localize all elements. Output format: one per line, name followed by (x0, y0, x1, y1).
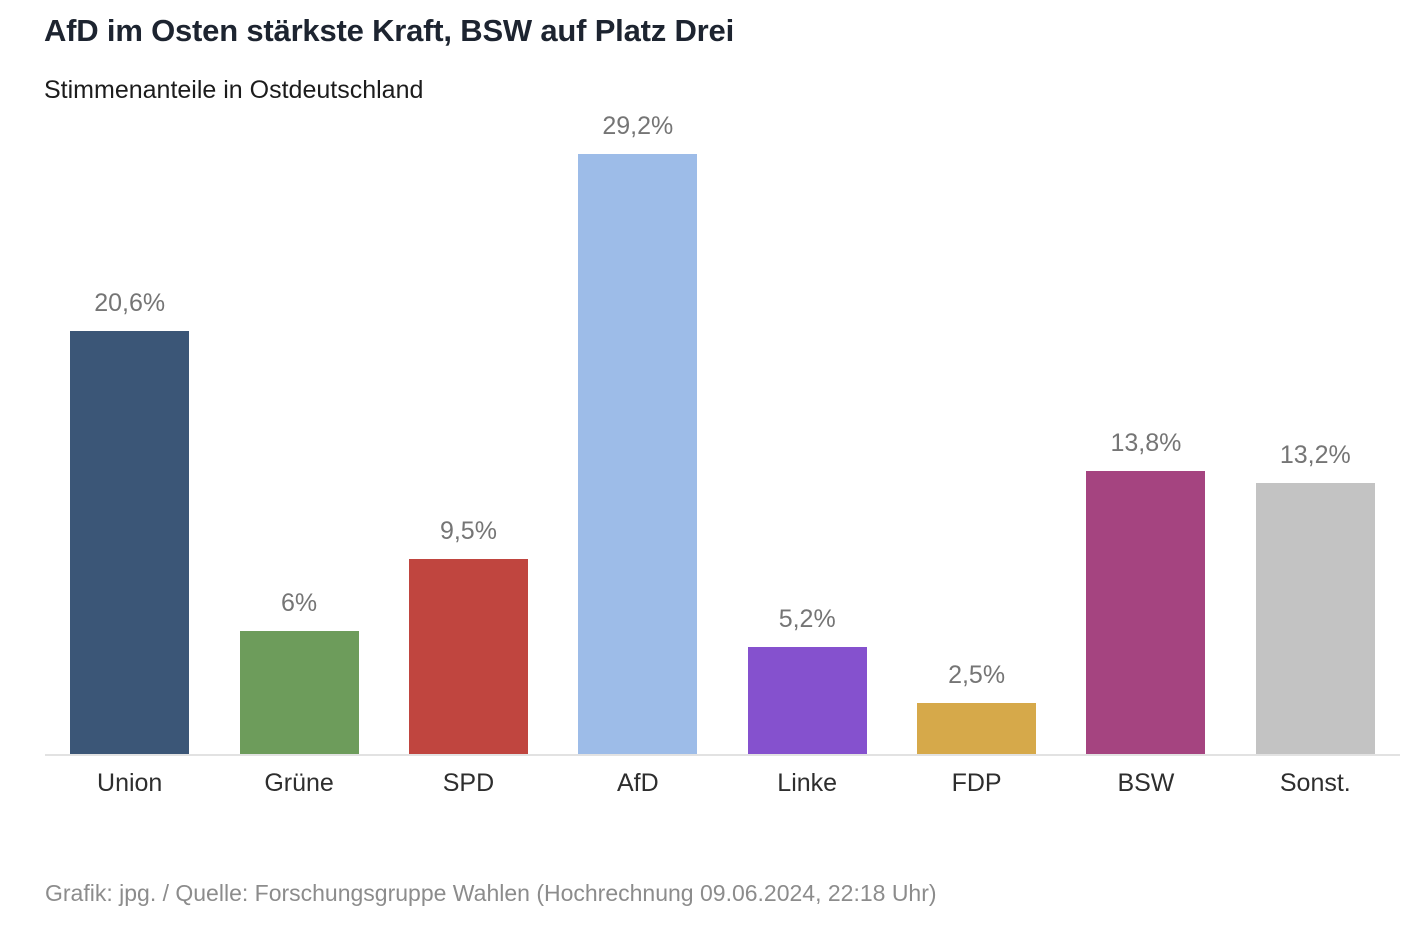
bar-bsw (1086, 471, 1206, 755)
bar-value-label-afd: 29,2% (602, 112, 674, 141)
category-label-grne: Grüne (264, 769, 334, 798)
bar-value-label-fdp: 2,5% (948, 661, 1006, 690)
bar-fdp (917, 703, 1037, 755)
bar-column-union: 20,6% (45, 105, 214, 755)
bar-column-fdp: 2,5% (892, 105, 1061, 755)
bar-column-sonst: 13,2% (1231, 105, 1400, 755)
bar-sonst (1255, 483, 1375, 755)
category-label-bsw: BSW (1117, 769, 1175, 798)
bar-column-linke: 5,2% (723, 105, 892, 755)
category-label-sonst: Sonst. (1279, 769, 1351, 798)
category-label-union: Union (97, 769, 163, 798)
source-credit: Grafik: jpg. / Quelle: Forschungsgruppe … (45, 880, 937, 906)
bar-spd (408, 559, 528, 755)
category-label-linke: Linke (777, 769, 838, 798)
bar-linke (747, 647, 867, 755)
chart-header: AfD im Osten stärkste Kraft, BSW auf Pla… (0, 0, 1428, 105)
chart-subtitle: Stimmenanteile in Ostdeutschland (44, 76, 424, 105)
bar-value-label-bsw: 13,8% (1110, 429, 1182, 458)
bar-value-label-sonst: 13,2% (1279, 441, 1351, 470)
bar-union (70, 331, 190, 755)
bar-value-label-grne: 6% (280, 589, 318, 618)
bar-column-spd: 9,5% (384, 105, 553, 755)
chart-title: AfD im Osten stärkste Kraft, BSW auf Pla… (44, 13, 734, 48)
category-label-fdp: FDP (951, 769, 1002, 798)
category-label-afd: AfD (616, 769, 659, 798)
bar-column-bsw: 13,8% (1061, 105, 1230, 755)
bar-afd (578, 154, 698, 755)
x-axis-category-row: Union Grüne SPD AfD Linke FDP BSW Sonst. (45, 756, 1400, 798)
bar-chart-plot-area: 20,6% 6% 9,5% 29,2% 5,2% 2,5% 13,8% 13,2% (45, 105, 1400, 757)
category-label-spd: SPD (442, 769, 495, 798)
bar-column-grne: 6% (214, 105, 383, 755)
bar-grne (239, 631, 359, 755)
bar-value-label-linke: 5,2% (778, 605, 836, 634)
bar-value-label-union: 20,6% (94, 289, 166, 318)
bar-value-label-spd: 9,5% (439, 517, 497, 546)
bar-column-afd: 29,2% (553, 105, 722, 755)
